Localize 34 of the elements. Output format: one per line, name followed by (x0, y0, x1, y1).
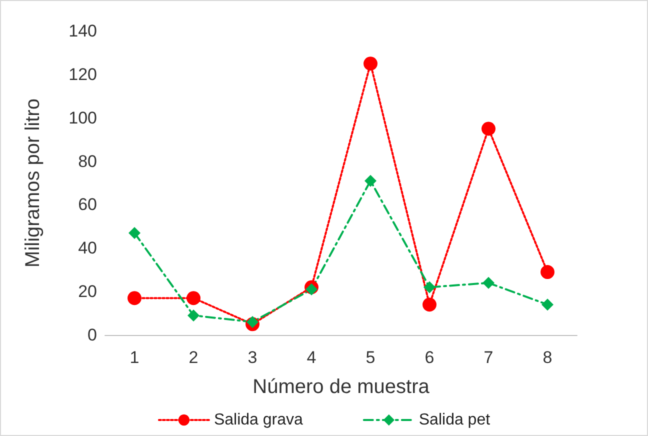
x-axis-title: Número de muestra (252, 376, 430, 398)
point (482, 276, 494, 289)
point (246, 316, 258, 328)
point (306, 283, 318, 296)
x-tick-label: 1 (130, 348, 140, 367)
x-tick-label: 7 (484, 348, 494, 367)
point (424, 281, 436, 294)
y-tick-label: 0 (88, 326, 97, 344)
x-tick-label: 3 (248, 348, 258, 367)
point (186, 291, 200, 306)
y-tick-label: 60 (78, 195, 97, 214)
legend-label: Salida pet (418, 412, 491, 428)
point (540, 265, 554, 280)
y-tick-label: 80 (78, 152, 97, 171)
point (188, 309, 200, 322)
point (128, 291, 142, 306)
point (364, 174, 376, 187)
point (364, 56, 378, 71)
y-tick-label: 40 (78, 238, 97, 258)
point (542, 298, 554, 311)
point (482, 122, 496, 136)
y-tick-label: 20 (78, 282, 97, 302)
point (422, 298, 436, 312)
legend-label: Salida grava (214, 412, 303, 428)
y-tick-label: 100 (68, 108, 97, 128)
y-axis-title: Miligramos por litro (22, 98, 44, 268)
x-tick-label: 4 (306, 348, 316, 367)
x-tick-label: 6 (424, 348, 434, 367)
x-tick-label: 8 (542, 348, 552, 367)
x-tick-label: 2 (188, 348, 198, 367)
point (128, 226, 140, 239)
y-tick-label: 140 (68, 22, 97, 40)
y-tick-label: 120 (68, 64, 97, 84)
x-tick-label: 5 (366, 348, 376, 367)
